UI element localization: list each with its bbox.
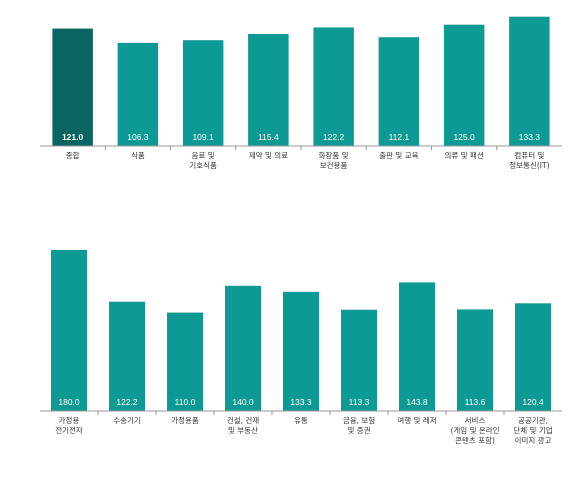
bar: [515, 303, 551, 411]
bar: [443, 24, 485, 147]
bar-value-label: 143.8: [406, 397, 428, 407]
bar-value-label: 106.3: [127, 132, 149, 142]
category-label: 음료 및 기호식품: [189, 150, 217, 170]
category-label: 금융, 보험 및 증권: [343, 416, 375, 435]
bar-value-label: 122.2: [116, 397, 138, 407]
bar-value-label: 112.1: [389, 132, 410, 142]
bar: [313, 27, 354, 146]
bar-value-label: 140.0: [232, 397, 254, 407]
bar: [51, 250, 87, 411]
bar-value-label: 133.3: [519, 132, 541, 142]
bar: [182, 40, 224, 147]
bar-value-label: 121.0: [62, 132, 84, 142]
bar: [52, 28, 93, 147]
category-label: 여행 및 레저: [397, 415, 436, 425]
bar-value-label: 110.0: [175, 397, 196, 407]
bar-value-label: 115.4: [258, 132, 279, 142]
category-label: 의류 및 패션: [444, 150, 483, 160]
category-label: 종합: [66, 151, 80, 160]
bar: [457, 309, 493, 411]
category-label: 수송기기: [113, 416, 141, 425]
category-label: 제약 및 의료: [249, 150, 288, 160]
category-label: 가정용품: [171, 415, 199, 425]
category-label: 공공기관, 단체 및 기업 이미지 광고: [513, 415, 552, 445]
bar-value-label: 133.3: [290, 397, 312, 407]
bar: [509, 16, 550, 147]
category-label: 화장품 및 보건용품: [319, 150, 349, 170]
category-label: 가정용 전기전자: [55, 415, 83, 435]
category-label: 컴퓨터 및 정보통신(IT): [509, 150, 549, 170]
bar-value-label: 113.6: [465, 397, 486, 407]
category-label: 식품: [131, 151, 145, 160]
bar-value-label: 113.3: [349, 397, 370, 407]
bar-value-label: 109.1: [192, 132, 214, 142]
bar: [399, 282, 435, 411]
bar: [225, 285, 261, 411]
bar-value-label: 122.2: [323, 132, 345, 142]
bar: [341, 309, 377, 411]
category-label: 유통: [294, 416, 308, 425]
bar: [117, 42, 159, 146]
bar-value-label: 120.4: [522, 397, 544, 407]
category-label: 출판 및 교육: [379, 150, 418, 160]
bar: [109, 301, 145, 411]
bar-value-label: 125.0: [453, 132, 475, 142]
bar-value-label: 180.0: [58, 397, 80, 407]
bar: [248, 34, 289, 146]
bar: [378, 37, 420, 147]
bar: [167, 312, 203, 411]
category-label: 건설, 건재 및 부동산: [227, 415, 259, 435]
bar: [283, 291, 319, 411]
category-label: 서비스 (게임 및 온라인 콘텐츠 포함): [450, 416, 499, 445]
